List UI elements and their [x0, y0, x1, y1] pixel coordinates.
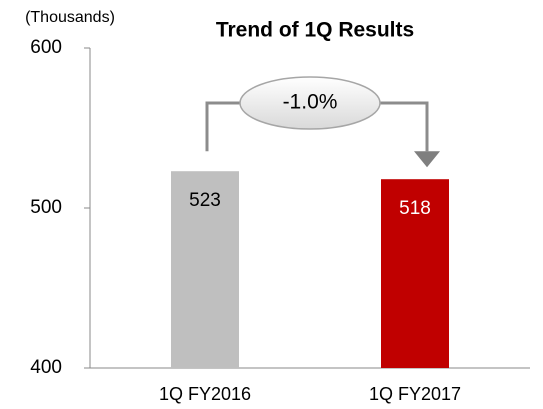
- bar: [381, 179, 449, 368]
- y-tick-label: 600: [30, 37, 62, 58]
- x-tick-label: 1Q FY2016: [159, 384, 251, 404]
- unit-label: (Thousands): [25, 9, 115, 26]
- annotation-bubble: [239, 76, 381, 130]
- annotation: -1.0%: [283, 91, 338, 114]
- x-tick-label: 1Q FY2017: [369, 384, 461, 404]
- data-label: 523: [189, 190, 221, 211]
- bar: [171, 171, 239, 368]
- data-label: 518: [399, 198, 431, 219]
- arrow-head: [414, 151, 440, 168]
- y-tick-label: 500: [30, 197, 62, 218]
- chart-title: Trend of 1Q Results: [216, 19, 414, 42]
- y-tick-label: 400: [30, 357, 62, 378]
